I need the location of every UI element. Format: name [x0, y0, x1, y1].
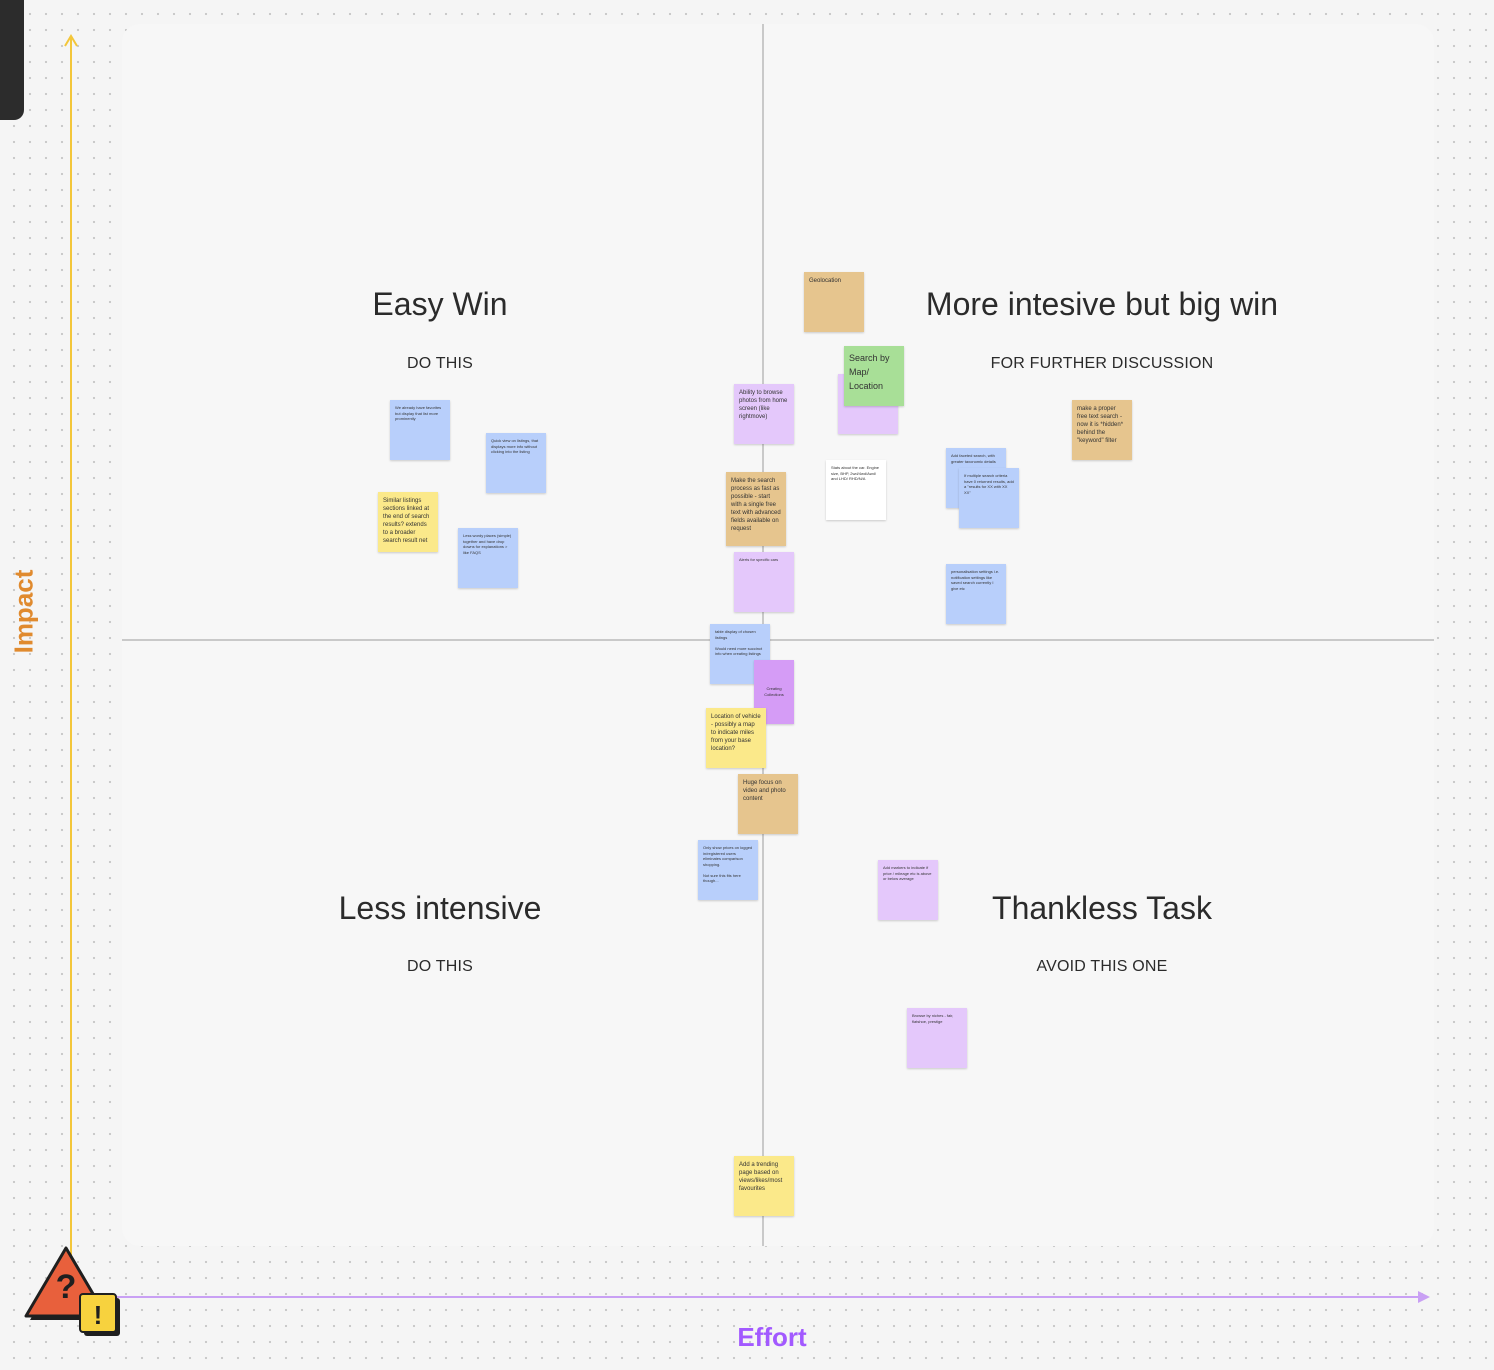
quadrant-subtitle-thankless-task: AVOID THIS ONE: [1036, 958, 1168, 975]
sticky-note[interactable]: Similar listings sections linked at the …: [378, 492, 438, 552]
quadrant-subtitle-big-win: FOR FURTHER DISCUSSION: [990, 355, 1214, 372]
sticky-note[interactable]: We already have favorites but display th…: [390, 400, 450, 460]
sticky-note[interactable]: make a proper free text search - now it …: [1072, 400, 1132, 460]
quadrant-title-thankless-task: Thankless Task: [992, 890, 1212, 926]
sticky-note[interactable]: Only show prices on logged in/registered…: [698, 840, 758, 900]
matrix-board: [122, 24, 1434, 1246]
warning-icon: ? !: [24, 1246, 120, 1336]
impact-axis-label: Impact: [8, 569, 39, 654]
sticky-note[interactable]: Add a trending page based on views/likes…: [734, 1156, 794, 1216]
sticky-note[interactable]: Less wordy places (simple) together and …: [458, 528, 518, 588]
sticky-note[interactable]: Stats about the car. Engine size, BHP, 2…: [826, 460, 886, 520]
sticky-note[interactable]: Add markers to indicate if price / milea…: [878, 860, 938, 920]
quadrant-subtitle-easy-win: DO THIS: [406, 355, 473, 372]
sticky-note[interactable]: Quick view on listings, that displays mo…: [486, 433, 546, 493]
sticky-note[interactable]: personalisation settings i.e. notificati…: [946, 564, 1006, 624]
sticky-note[interactable]: If multiple search criteria have 0 retur…: [959, 468, 1019, 528]
quadrant-title-less-intensive: Less intensive: [338, 890, 542, 926]
impact-axis-arrowhead: [64, 34, 78, 47]
sticky-note[interactable]: Geolocation: [804, 272, 864, 332]
horizontal-divider: [122, 639, 1434, 641]
svg-text:!: !: [94, 1300, 103, 1330]
sticky-note[interactable]: Browse by niches - fair, flatshoe, prest…: [907, 1008, 967, 1068]
sticky-note[interactable]: Location of vehicle - possibly a map to …: [706, 708, 766, 768]
svg-text:?: ?: [56, 1268, 77, 1306]
quadrant-title-big-win: More intesive but big win: [925, 286, 1279, 322]
sticky-note[interactable]: Search by Map/ Location: [844, 346, 904, 406]
sticky-note[interactable]: Alerts for specific cars: [734, 552, 794, 612]
effort-axis-arrowhead: [1418, 1291, 1430, 1303]
toolbar-tab[interactable]: [0, 0, 24, 120]
sticky-note[interactable]: Make the search process as fast as possi…: [726, 472, 786, 546]
quadrant-title-easy-win: Easy Win: [372, 286, 508, 322]
quadrant-subtitle-less-intensive: DO THIS: [406, 958, 473, 975]
sticky-note[interactable]: Ability to browse photos from home scree…: [734, 384, 794, 444]
sticky-note[interactable]: Huge focus on video and photo content: [738, 774, 798, 834]
effort-axis-label: Effort: [737, 1322, 807, 1352]
